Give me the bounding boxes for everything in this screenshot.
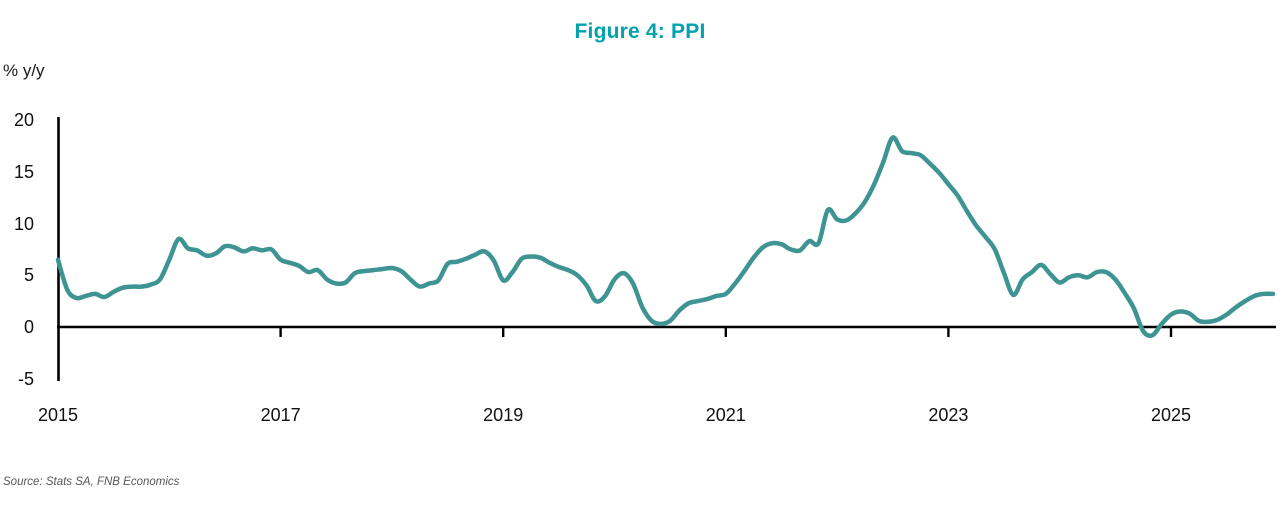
x-tick-label-2023: 2023 — [928, 405, 968, 425]
y-tick-label-20: 20 — [14, 110, 34, 130]
ppi-series-line — [55, 135, 1276, 339]
x-tick-label-2021: 2021 — [706, 405, 746, 425]
y-tick-label-neg5: -5 — [18, 369, 34, 389]
y-axis-unit-label: % y/y — [3, 61, 45, 80]
x-tick-label-2025: 2025 — [1151, 405, 1191, 425]
x-tick-label-2019: 2019 — [483, 405, 523, 425]
x-tick-label-2015: 2015 — [38, 405, 78, 425]
y-tick-label-10: 10 — [14, 214, 34, 234]
y-tick-label-0: 0 — [24, 317, 34, 337]
y-tick-label-15: 15 — [14, 162, 34, 182]
x-tick-label-2017: 2017 — [261, 405, 301, 425]
y-tick-label-5: 5 — [24, 265, 34, 285]
chart-title: Figure 4: PPI — [574, 20, 706, 43]
source-note: Source: Stats SA, FNB Economics — [3, 476, 180, 488]
